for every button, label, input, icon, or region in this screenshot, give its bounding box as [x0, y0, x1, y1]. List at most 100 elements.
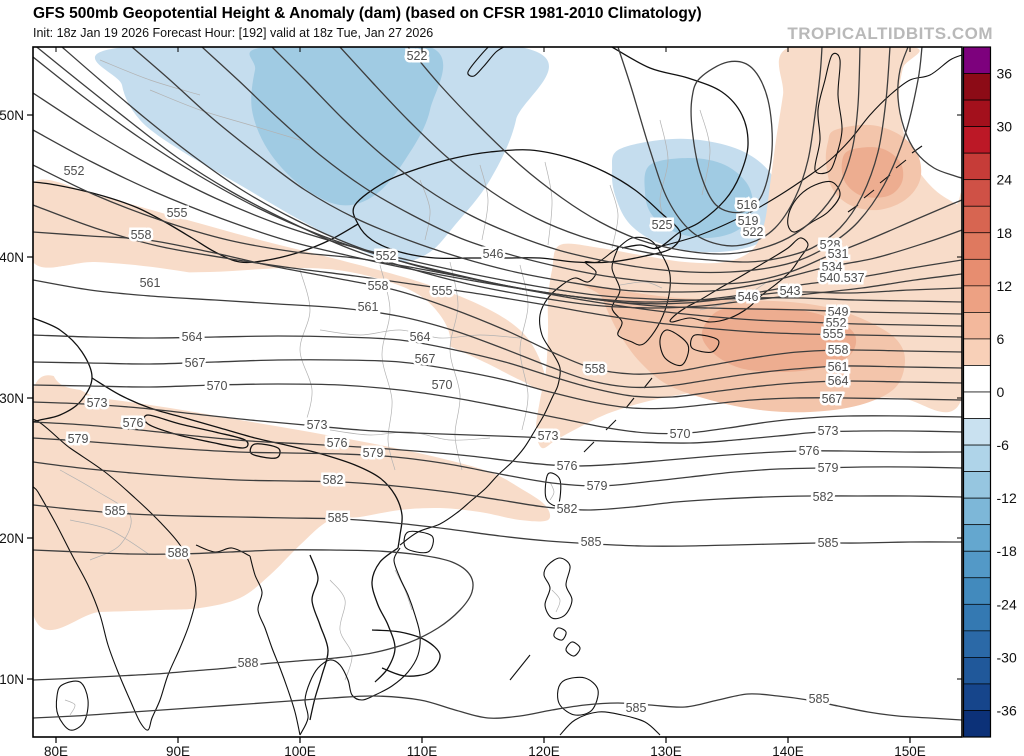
coastline-india	[33, 418, 197, 731]
colorbar-segment	[963, 418, 991, 446]
lon-label-100E: 100E	[284, 744, 316, 756]
lat-label-30N: 30N	[0, 391, 24, 406]
contour-label-570: 570	[432, 378, 453, 392]
admin-boundary	[299, 269, 313, 426]
contour-576	[33, 421, 962, 467]
contour-528	[271, 47, 923, 274]
contour-546	[33, 92, 962, 303]
contour-531	[201, 47, 962, 285]
contour-label-522: 522	[407, 49, 428, 63]
contour-label-552: 552	[826, 316, 847, 330]
tropicaltidbits-watermark: TROPICALTIDBITS.COM	[787, 24, 993, 43]
contour-582	[33, 461, 962, 511]
colorbar-segment	[963, 258, 991, 287]
coastline-korea	[611, 236, 671, 346]
colorbar-segment	[963, 46, 991, 74]
colorbar-tick-label-18: 18	[997, 225, 1013, 241]
contour-585	[33, 693, 962, 721]
contour-564	[33, 334, 962, 399]
contour-585	[33, 504, 962, 547]
shading-pos-anomaly-south-band	[33, 375, 551, 630]
admin-boundary	[379, 264, 396, 471]
lon-label-90E: 90E	[166, 744, 190, 756]
contour-519	[617, 47, 823, 247]
contour-579	[33, 437, 962, 487]
contour-label-534: 534	[822, 260, 843, 274]
coastline-mindanao	[556, 676, 599, 716]
admin-boundary	[519, 264, 529, 431]
admin-boundary	[699, 297, 741, 311]
contour-label-558: 558	[131, 228, 152, 242]
contour-label-561: 561	[828, 360, 849, 374]
border-nepal	[143, 414, 249, 449]
contour-552	[33, 164, 962, 327]
contour-534	[131, 47, 962, 293]
contour-561	[33, 279, 962, 389]
contour-label-564: 564	[182, 330, 203, 344]
coastline-kuril-5	[911, 145, 923, 154]
contour-567	[33, 359, 962, 410]
contour-label-561: 561	[140, 276, 161, 290]
colorbar-segment	[963, 73, 991, 101]
contour-label-570: 570	[207, 379, 228, 393]
colorbar-segment	[963, 603, 991, 632]
contour-label-579: 579	[363, 446, 384, 460]
contour-519	[897, 47, 962, 179]
colorbar-segment	[963, 126, 991, 154]
admin-boundary	[319, 329, 521, 339]
contour-label-567: 567	[822, 392, 843, 406]
colorbar-segment	[963, 497, 991, 526]
contour-label-558: 558	[828, 343, 849, 357]
contour-570	[33, 383, 962, 435]
contour-540	[35, 47, 962, 309]
lon-label-120E: 120E	[528, 744, 560, 756]
coastline-luzon	[543, 557, 573, 620]
colorbar-segment	[963, 152, 991, 181]
colorbar-tick-label--30: -30	[997, 649, 1017, 665]
lat-label-40N: 40N	[0, 250, 24, 265]
contour-label-579: 579	[587, 479, 608, 493]
coastline-kyushu	[659, 329, 690, 367]
shading-neg-anomaly-amur-core	[644, 158, 753, 239]
admin-boundary	[479, 164, 489, 241]
contour-label-567: 567	[415, 352, 436, 366]
colorbar-outline	[962, 46, 992, 738]
contour-label-585: 585	[626, 701, 647, 715]
colorbar-segment	[963, 338, 991, 366]
contour-label-579: 579	[68, 432, 89, 446]
lat-label-50N: 50N	[0, 108, 24, 123]
contour-label-546: 546	[483, 247, 504, 261]
contour-573	[33, 401, 962, 444]
contour-label-576: 576	[799, 444, 820, 458]
contour-label-549: 549	[828, 305, 849, 319]
contour-label-585: 585	[818, 536, 839, 550]
coastline-sakhalin	[814, 52, 843, 175]
coastline-hainan	[403, 530, 434, 554]
border-pk-in-border	[33, 317, 93, 423]
colorbar-segment	[963, 205, 991, 234]
lon-label-150E: 150E	[894, 744, 926, 756]
contour-label-546: 546	[738, 290, 759, 304]
map-layers: 5225525555585615645675705735765795855885…	[33, 47, 962, 737]
colorbar-segment	[963, 444, 991, 472]
colorbar-tick-label--6: -6	[997, 437, 1010, 453]
contour-label-525: 525	[652, 218, 673, 232]
contour-label-585: 585	[328, 511, 349, 525]
contour-label-540.537: 540.537	[819, 271, 864, 285]
contour-label-555: 555	[823, 327, 844, 341]
contour-label-570: 570	[670, 427, 691, 441]
contour-label-573: 573	[307, 418, 328, 432]
contour-label-555: 555	[432, 284, 453, 298]
contour-label-561: 561	[358, 300, 379, 314]
contour-label-528: 528	[820, 238, 841, 252]
map-init-forecast-line: Init: 18z Jan 19 2026 Forecast Hour: [19…	[33, 26, 434, 40]
coastline-taiwan	[544, 472, 562, 507]
contour-label-585: 585	[809, 692, 830, 706]
border-laos-vn-border	[371, 547, 399, 683]
admin-boundary	[329, 429, 491, 441]
coastline-hokkaido	[787, 180, 841, 233]
colorbar-segment	[963, 630, 991, 658]
contour-label-522: 522	[743, 225, 764, 239]
